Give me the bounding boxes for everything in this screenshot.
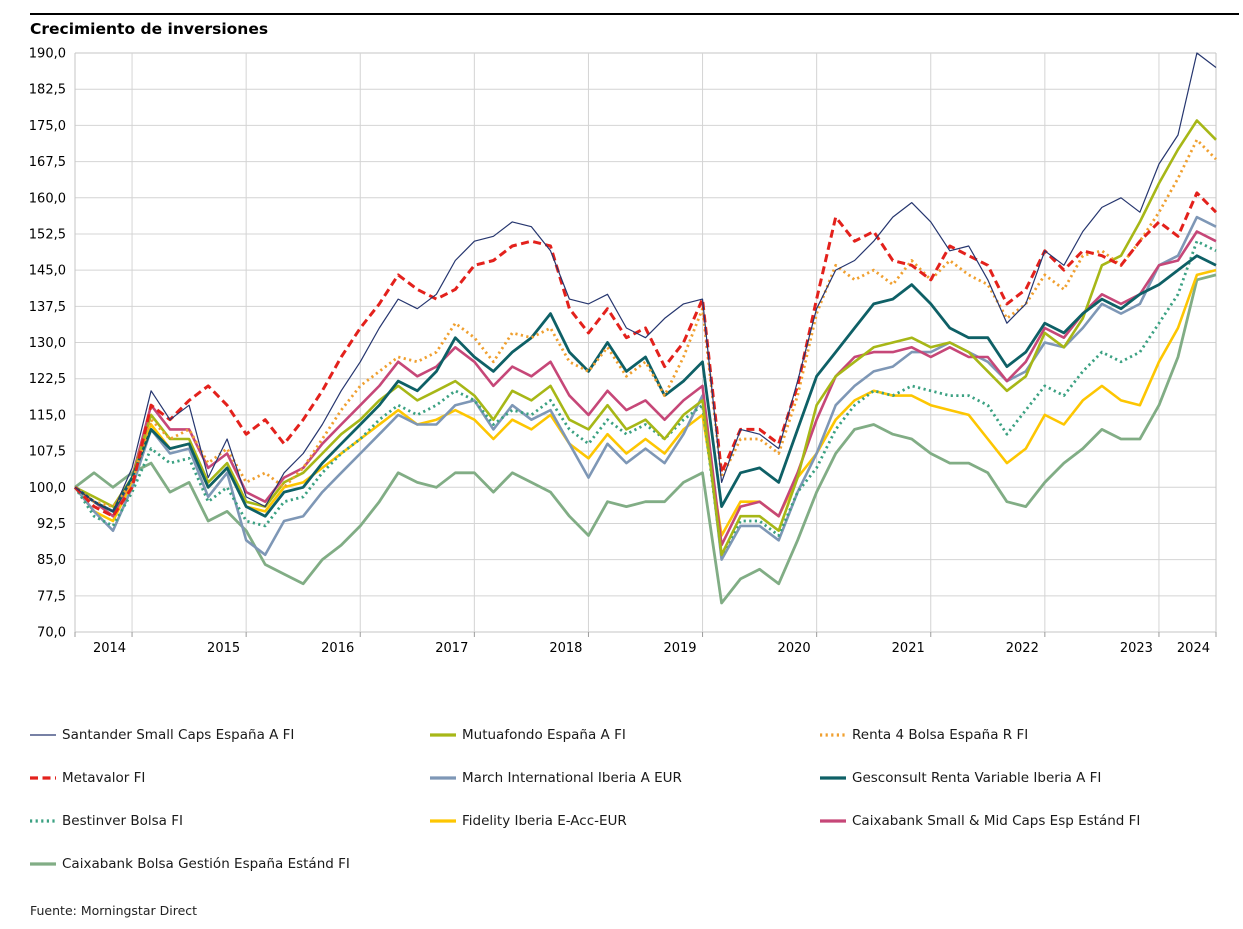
legend-label: Renta 4 Bolsa España R FI [852, 726, 1029, 743]
legend-item-renta4: Renta 4 Bolsa España R FI [820, 726, 1140, 743]
y-axis-tick-label: 145,0 [29, 264, 66, 279]
chart-legend: Santander Small Caps España A FI Mutuafon… [30, 726, 1140, 872]
legend-label: Fidelity Iberia E-Acc-EUR [462, 812, 627, 829]
legend-solid-swatch-icon [820, 775, 846, 780]
legend-item-fidelity: Fidelity Iberia E-Acc-EUR [430, 812, 820, 829]
legend-item-caixabank_bg: Caixabank Bolsa Gestión España Estánd FI [30, 855, 430, 872]
x-axis-year-label: 2021 [892, 641, 925, 656]
legend-dash-swatch-icon [30, 775, 56, 780]
series-line-bestinver [73, 239, 1217, 557]
legend-item-caixabank_smc: Caixabank Small & Mid Caps Esp Estánd FI [820, 812, 1140, 829]
y-axis-tick-label: 107,5 [29, 445, 66, 460]
x-axis-year-label: 2022 [1006, 641, 1039, 656]
y-axis-tick-label: 92,5 [37, 517, 66, 532]
series-line-metavalor [73, 191, 1218, 518]
x-axis-year-label: 2023 [1120, 641, 1153, 656]
series-line-santander [74, 52, 1217, 512]
legend-dot-swatch-icon [820, 732, 846, 737]
y-axis-tick-label: 70,0 [37, 626, 66, 641]
legend-label: March International Iberia A EUR [462, 769, 682, 786]
legend-label: Caixabank Bolsa Gestión España Estánd FI [62, 855, 350, 872]
y-axis-tick-label: 85,0 [37, 553, 66, 568]
legend-item-gesconsult: Gesconsult Renta Variable Iberia A FI [820, 769, 1140, 786]
x-axis-year-label: 2019 [663, 641, 696, 656]
y-axis-tick-label: 175,0 [29, 119, 66, 134]
x-axis-year-label: 2018 [549, 641, 582, 656]
y-axis-tick-label: 190,0 [29, 47, 66, 62]
legend-label: Bestinver Bolsa FI [62, 812, 183, 829]
growth-of-investments-chart: 190,0 182,5 175,0 167,5 160,0 152,5 145,0 137,5… [29, 47, 1218, 656]
x-axis-year-label: 2020 [778, 641, 811, 656]
legend-solid-swatch-icon [430, 818, 456, 823]
y-axis-tick-label: 77,5 [37, 589, 66, 604]
x-axis-year-label: 2015 [207, 641, 240, 656]
title-divider [30, 13, 1239, 15]
x-axis-year-label: 2016 [321, 641, 354, 656]
y-axis-tick-label: 100,0 [29, 481, 66, 496]
legend-item-bestinver: Bestinver Bolsa FI [30, 812, 430, 829]
legend-solid-swatch-icon [430, 732, 456, 737]
y-axis-tick-label: 152,5 [29, 227, 66, 242]
chart-title: Crecimiento de inversiones [30, 20, 269, 38]
legend-item-march: March International Iberia A EUR [430, 769, 820, 786]
series-line-caixabank_bg [74, 273, 1217, 605]
legend-item-metavalor: Metavalor FI [30, 769, 430, 786]
legend-item-mutuafondo: Mutuafondo España A FI [430, 726, 820, 743]
y-axis-tick-label: 167,5 [29, 155, 66, 170]
x-axis-year-label: 2024 [1177, 641, 1210, 656]
series-line-caixabank_smc [74, 230, 1217, 547]
legend-solid-swatch-icon [430, 775, 456, 780]
source-note: Fuente: Morningstar Direct [30, 903, 198, 918]
series-line-gesconsult [74, 254, 1217, 518]
legend-label: Mutuafondo España A FI [462, 726, 626, 743]
legend-solid-swatch-icon [30, 861, 56, 866]
x-axis-year-label: 2014 [93, 641, 126, 656]
y-axis-tick-label: 130,0 [29, 336, 66, 351]
y-axis-tick-label: 137,5 [29, 300, 66, 315]
y-axis-tick-label: 115,0 [29, 408, 66, 423]
legend-solid-swatch-icon [30, 733, 56, 736]
series-line-fidelity [73, 268, 1217, 537]
series-line-march [73, 215, 1217, 561]
x-axis-year-label: 2017 [435, 641, 468, 656]
legend-item-santander: Santander Small Caps España A FI [30, 726, 430, 743]
legend-label: Santander Small Caps España A FI [62, 726, 295, 743]
y-axis-tick-label: 182,5 [29, 83, 66, 98]
y-axis-tick-label: 160,0 [29, 191, 66, 206]
legend-label: Metavalor FI [62, 769, 146, 786]
legend-solid-swatch-icon [820, 818, 846, 823]
legend-dot-swatch-icon [30, 818, 56, 823]
legend-label: Caixabank Small & Mid Caps Esp Estánd FI [852, 812, 1141, 829]
y-axis-tick-label: 122,5 [29, 372, 66, 387]
legend-label: Gesconsult Renta Variable Iberia A FI [852, 769, 1102, 786]
